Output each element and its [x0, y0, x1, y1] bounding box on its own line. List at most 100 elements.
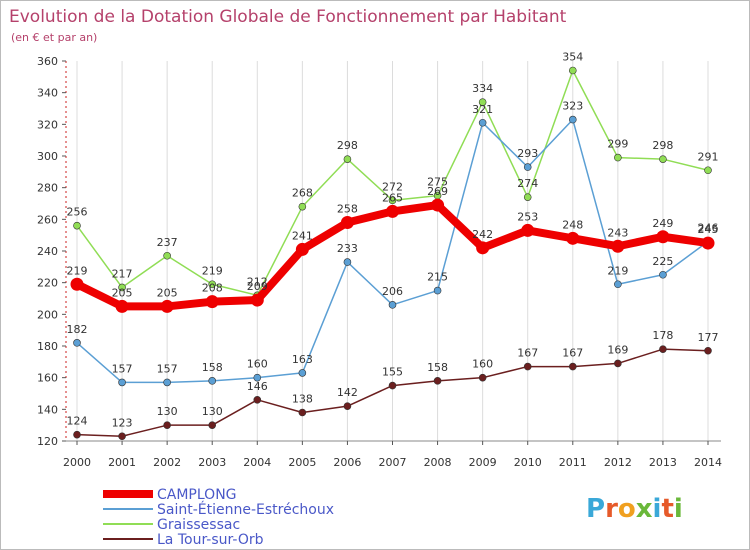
- data-point: [388, 196, 397, 205]
- data-point: [614, 280, 622, 289]
- data-point: [568, 362, 577, 371]
- data-label: 323: [562, 100, 583, 113]
- data-point: [118, 378, 126, 387]
- data-point: [298, 202, 307, 211]
- data-point: [478, 98, 487, 106]
- data-label: 208: [202, 282, 223, 295]
- data-point: [298, 408, 307, 417]
- data-label: 182: [67, 323, 88, 336]
- x-tick-label: 2005: [288, 456, 316, 469]
- data-point: [704, 166, 712, 175]
- data-label: 157: [112, 362, 133, 375]
- data-point: [704, 346, 712, 355]
- series-graissessac: [73, 66, 712, 300]
- data-label: 241: [292, 229, 313, 242]
- data-label: 246: [698, 222, 719, 235]
- data-label: 209: [247, 280, 268, 293]
- data-label: 242: [472, 228, 493, 241]
- data-label: 248: [562, 218, 583, 231]
- data-point: [568, 115, 577, 124]
- data-label: 249: [652, 217, 673, 230]
- series-layer: 256 217 237 219 212 268 298 272 275 334 274 354 299 2…: [67, 51, 719, 441]
- x-tick-label: 2006: [333, 456, 361, 469]
- legend-label: CAMPLONG: [157, 487, 237, 503]
- data-label: 206: [382, 285, 403, 298]
- data-label: 138: [292, 393, 313, 406]
- data-label: 256: [67, 206, 88, 219]
- y-tick-label: 120: [37, 435, 58, 448]
- data-label: 219: [202, 264, 223, 277]
- data-label: 298: [652, 139, 673, 152]
- series-saint-tienne-estr-choux: [73, 115, 712, 387]
- data-label: 124: [67, 415, 88, 428]
- data-point: [656, 230, 670, 244]
- data-label: 225: [652, 255, 673, 268]
- data-label: 212: [247, 275, 268, 288]
- data-label: 178: [652, 329, 673, 342]
- data-point: [388, 301, 397, 309]
- data-point: [115, 299, 129, 313]
- data-point: [521, 223, 535, 237]
- data-label: 160: [247, 358, 268, 371]
- data-point: [478, 118, 487, 127]
- data-label: 123: [112, 416, 133, 429]
- data-point: [70, 277, 84, 291]
- data-point: [614, 359, 622, 368]
- data-label: 130: [202, 405, 223, 418]
- data-label: 274: [517, 177, 538, 190]
- data-point: [568, 66, 577, 75]
- data-label: 205: [157, 286, 178, 299]
- data-point: [523, 362, 532, 371]
- legend-label: Graissessac: [157, 517, 240, 533]
- data-point: [253, 396, 262, 404]
- data-label: 269: [427, 185, 448, 198]
- axes: 120 140 160 180 200 220 240 260 280 300 320 340 360 2…: [37, 55, 722, 469]
- data-point: [431, 198, 445, 212]
- data-point: [298, 369, 307, 377]
- data-label: 167: [517, 347, 538, 360]
- data-label: 160: [472, 358, 493, 371]
- data-label: 272: [382, 180, 403, 193]
- data-point: [163, 421, 171, 429]
- data-point: [386, 204, 399, 218]
- y-tick-label: 360: [37, 55, 58, 68]
- proxiti-logo: Proxiti: [586, 494, 683, 524]
- data-label: 354: [562, 51, 583, 64]
- data-point: [205, 295, 219, 309]
- logo-text: Proxiti: [586, 494, 683, 524]
- data-label: 243: [607, 226, 628, 239]
- data-point: [523, 193, 532, 201]
- y-tick-label: 340: [37, 87, 58, 100]
- data-point: [343, 402, 352, 410]
- data-label: 233: [337, 242, 358, 255]
- data-point: [208, 421, 217, 429]
- data-point: [295, 242, 309, 256]
- data-point: [343, 155, 352, 163]
- data-point: [476, 241, 490, 255]
- data-label: 167: [562, 347, 583, 360]
- data-label: 130: [157, 405, 178, 418]
- data-point: [118, 432, 126, 441]
- data-label: 157: [157, 362, 178, 375]
- data-label: 177: [698, 331, 719, 344]
- x-tick-label: 2014: [694, 456, 722, 469]
- x-tick-label: 2000: [63, 456, 91, 469]
- data-point: [208, 280, 217, 289]
- data-point: [611, 239, 625, 253]
- data-label: 146: [247, 380, 268, 393]
- data-label: 298: [337, 139, 358, 152]
- data-label: 155: [382, 366, 403, 379]
- y-tick-label: 300: [37, 150, 58, 163]
- y-tick-label: 280: [37, 182, 58, 195]
- data-point: [73, 221, 81, 230]
- data-point: [73, 430, 81, 439]
- data-point: [659, 345, 667, 353]
- data-point: [478, 373, 487, 382]
- data-label: 299: [607, 138, 628, 151]
- data-point: [118, 283, 126, 292]
- y-tick-label: 140: [37, 403, 58, 416]
- x-tick-label: 2004: [243, 456, 271, 469]
- data-label: 275: [427, 176, 448, 189]
- x-tick-label: 2003: [198, 456, 226, 469]
